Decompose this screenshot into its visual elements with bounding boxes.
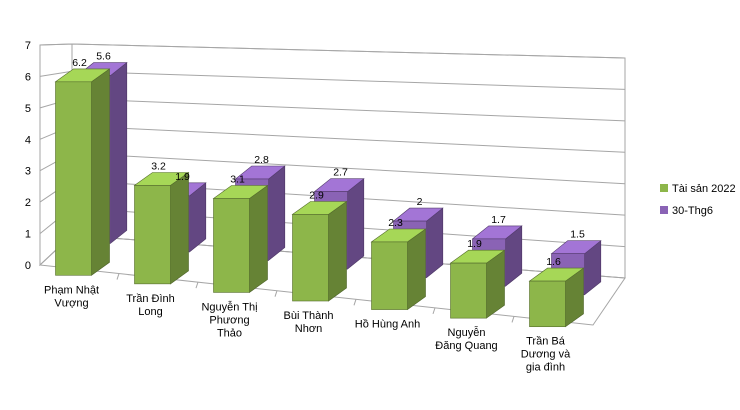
data-label: 2.3	[388, 217, 403, 229]
x-tick	[511, 316, 515, 323]
data-label: 1.6	[546, 256, 561, 268]
y-tick-label: 3	[25, 166, 31, 178]
data-label: 3.2	[151, 160, 166, 172]
data-label: 1.9	[467, 238, 482, 250]
y-tick-label: 2	[25, 197, 31, 209]
category-label: Hồ Hùng Anh	[355, 319, 420, 331]
y-tick-label: 0	[25, 260, 31, 272]
y-tick-label: 4	[25, 134, 31, 146]
bar-Tài sản 2022-0	[54, 68, 111, 276]
data-label: 2.8	[254, 154, 269, 166]
data-label: 2.9	[309, 189, 324, 201]
data-label: 3.1	[230, 174, 245, 186]
y-tick-label: 7	[25, 40, 31, 52]
data-label: 5.6	[96, 51, 111, 63]
y-tick-label: 1	[25, 229, 31, 241]
data-label: 6.2	[72, 57, 87, 69]
data-labels: 6.2 5.6 3.2 1.9 3.1 2.8 2.9 2.7 2.3 2 1.9 1.7 1.6 1.5	[72, 51, 585, 269]
legend-label: 30-Thg6	[672, 205, 713, 217]
gridline	[39, 43, 626, 59]
y-tick-label: 5	[25, 103, 31, 115]
category-labels: Phạm Nhật Vượng Trần Đình Long Nguyễn Thị Phư…	[44, 273, 571, 374]
bar-Tài sản 2022-2	[212, 184, 269, 293]
bar-Tài sản 2022-1	[133, 171, 190, 285]
legend-swatch	[660, 184, 668, 192]
x-tick	[353, 299, 357, 306]
x-tick	[432, 307, 436, 315]
category-label: Trần Bá Dương và gia đình	[521, 336, 571, 374]
x-tick	[116, 273, 120, 280]
data-label: 2	[417, 196, 423, 208]
data-label: 1.7	[491, 214, 506, 226]
data-label: 1.9	[175, 171, 190, 183]
category-label: Nguyễn Thị Phương Thảo	[201, 300, 257, 339]
legend: Tài sản 2022 30-Thg6	[660, 183, 736, 217]
y-tick-label: 6	[25, 71, 31, 83]
bar-Tài sản 2022-6	[528, 267, 585, 328]
category-label: Nguyễn Đăng Quang	[435, 326, 497, 352]
bar-Tài sản 2022-4	[370, 228, 427, 311]
legend-label: Tài sản 2022	[672, 183, 736, 195]
x-tick	[274, 290, 278, 297]
data-label: 1.5	[570, 229, 585, 241]
bar-Tài sản 2022-5	[449, 249, 506, 319]
x-tick	[195, 281, 199, 289]
y-axis-ticks: 0 1 2 3 4 5 6 7	[25, 40, 31, 272]
bars	[54, 61, 602, 328]
data-label: 2.7	[333, 167, 348, 179]
bar-Tài sản 2022-3	[291, 200, 348, 302]
category-label: Bùi Thành Nhơn	[284, 310, 334, 335]
legend-swatch	[660, 206, 668, 214]
category-label: Phạm Nhật Vượng	[44, 284, 99, 309]
category-label: Trần Đình Long	[126, 293, 175, 318]
